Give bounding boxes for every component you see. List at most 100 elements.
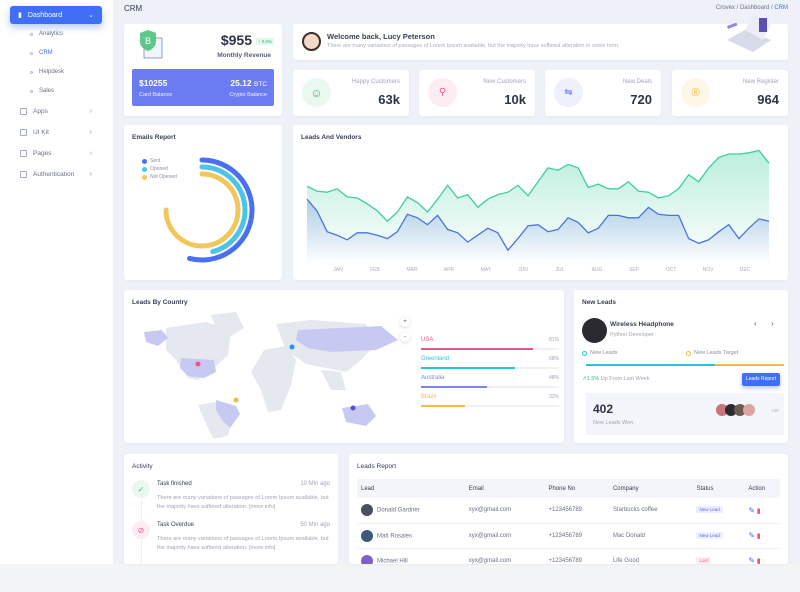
lock-icon [20, 171, 27, 178]
phone-cell: +123456789 [544, 523, 609, 549]
legend-label: Sent [150, 158, 161, 164]
avatar [743, 404, 755, 416]
legend-label: Opened [150, 166, 168, 172]
edit-icon[interactable]: ✎ [748, 531, 756, 540]
world-map[interactable] [136, 310, 406, 438]
trash-icon[interactable]: ▮ [756, 507, 761, 515]
breadcrumb-crm: CRM [774, 5, 788, 11]
table-row[interactable]: Donald Gardner xyx@gmail.com +123456789 Sta… [357, 498, 780, 524]
activity-item: ⊘ Task Overdue 50 Min ago There are many va… [132, 521, 330, 561]
avatar [361, 504, 373, 517]
sidebar-item-dashboard[interactable]: ▮ Dashboard ⌄ [10, 6, 102, 24]
x-tick-label: OCT [666, 267, 677, 273]
crypto-balance-label: Crypto Balance [229, 92, 267, 98]
sidebar-item-ui-kit[interactable]: UI Kit › [20, 129, 92, 136]
balance-panel: $10255 Card Balance 25.12 BTC Crypto Bal… [132, 69, 274, 106]
prev-button[interactable]: ‹ [754, 319, 757, 328]
x-tick-label: MAY [481, 267, 492, 273]
leads-won-value: 402 [593, 402, 614, 416]
action-cell: ✎ ▮ [744, 523, 780, 549]
legend-label: New Leads [590, 350, 618, 356]
company-cell: Starbucks coffee [608, 498, 693, 524]
svg-text:B: B [145, 36, 151, 46]
series-area-1 [307, 199, 769, 263]
company-cell: Mac Donald [608, 523, 693, 549]
table-row[interactable]: Michael Hill xyx@gmail.com +123456789 Life … [357, 548, 780, 564]
lead-name: Wireless Headphone [610, 321, 674, 328]
activity-item: ✓ Task finished 10 Min ago There are many v… [132, 480, 330, 520]
leads-report-button[interactable]: Leads Report [742, 373, 780, 386]
more-info-link[interactable]: [more info] [248, 545, 276, 551]
stat-card-happy-customers: ☺ Happy Customers 63k [293, 70, 409, 116]
marker-australia[interactable] [350, 405, 356, 411]
welcome-title: Welcome back, Lucy Peterson [327, 32, 435, 41]
bitcoin-shield-icon: B [140, 30, 163, 59]
stat-card-new-deals: ⇋ New Deals 720 [545, 70, 661, 116]
sidebar: ▮ Dashboard ⌄ Analytics CRM Helpdesk Sales… [0, 0, 113, 564]
x-tick-label: SEP [629, 267, 640, 273]
marker-usa[interactable] [195, 361, 201, 367]
country-progress [421, 367, 559, 369]
card-title: Activity [132, 463, 153, 470]
series-line-1 [306, 198, 770, 252]
chevron-right-icon: › [89, 150, 92, 157]
x-tick-label: APR [444, 267, 455, 273]
emails-report-card: Emails Report Sent Opened Not Opened [124, 125, 282, 280]
sidebar-sub-sales[interactable]: Sales [30, 88, 54, 94]
zoom-out-button[interactable]: - [400, 332, 410, 342]
table-row[interactable]: Matt Rosales xyx@gmail.com +123456789 Mac D… [357, 523, 780, 549]
sidebar-item-label: Sales [39, 88, 55, 94]
sidebar-item-label: Authentication [33, 171, 75, 178]
sidebar-sub-crm[interactable]: CRM [30, 50, 53, 56]
dot-icon [30, 70, 33, 74]
smile-icon: ☺ [302, 78, 331, 107]
trash-icon[interactable]: ▮ [756, 558, 761, 564]
action-cell: ✎ ▮ [744, 548, 780, 564]
x-tick-label: JUN [518, 267, 528, 273]
sidebar-item-apps[interactable]: Apps › [20, 108, 92, 115]
breadcrumb-crovex[interactable]: Crovex [715, 5, 735, 11]
sidebar-sub-helpdesk[interactable]: Helpdesk [30, 69, 64, 75]
activity-time: 50 Min ago [300, 522, 330, 528]
chevron-down-icon: ⌄ [88, 12, 94, 19]
marker-brazil[interactable] [233, 397, 239, 403]
country-name: Greenland [421, 356, 450, 362]
country-name: USA [421, 337, 434, 343]
card-title: Emails Report [132, 134, 176, 141]
new-leads-card: New Leads Wireless Headphone Python Deve… [574, 290, 788, 443]
more-info-link[interactable]: [more info] [248, 504, 276, 510]
column-header: Company [608, 479, 693, 498]
country-name: Brazil [421, 394, 437, 400]
status-badge: New Lead [696, 506, 723, 514]
legend-opened: Opened [142, 166, 168, 172]
breadcrumb-dashboard[interactable]: Dashboard [739, 5, 770, 11]
legend-new-leads-target: New Leads Target [686, 350, 738, 356]
leads-report-card: Leads Report Lead Email Phone No Company… [349, 454, 788, 564]
x-tick-label: JUL [556, 267, 565, 273]
marker-russia[interactable] [289, 344, 295, 350]
activity-card: Activity ✓ Task finished 10 Min ago There a… [124, 454, 338, 564]
card-balance-value: $10255 [139, 78, 168, 88]
card-balance-label: Card Balance [139, 92, 173, 98]
stat-value: 964 [757, 92, 779, 107]
sidebar-sub-analytics[interactable]: Analytics [30, 31, 63, 37]
radial-bar-sent [187, 157, 255, 263]
country-percent: 81% [548, 337, 559, 343]
lead-name: Michael Hill [377, 558, 408, 564]
card-title: New Leads [582, 299, 616, 306]
welcome-text: There are many variations of passages of… [327, 43, 620, 49]
stat-label: New Register [742, 79, 779, 85]
next-button[interactable]: › [771, 319, 774, 328]
trash-icon[interactable]: ▮ [756, 533, 761, 540]
sidebar-item-authentication[interactable]: Authentication › [20, 171, 92, 178]
column-header: Email [464, 479, 545, 498]
sidebar-item-pages[interactable]: Pages › [20, 150, 92, 157]
edit-icon[interactable]: ✎ [748, 505, 756, 515]
action-cell: ✎ ▮ [744, 498, 780, 524]
edit-icon[interactable]: ✎ [748, 556, 756, 564]
zoom-in-button[interactable]: + [400, 317, 410, 327]
app: ▮ Dashboard ⌄ Analytics CRM Helpdesk Sales… [0, 0, 788, 564]
activity-text: There are many variations of passages of… [157, 495, 329, 510]
leads-progress-bar [586, 364, 784, 366]
x-tick-label: NOV [703, 267, 715, 273]
